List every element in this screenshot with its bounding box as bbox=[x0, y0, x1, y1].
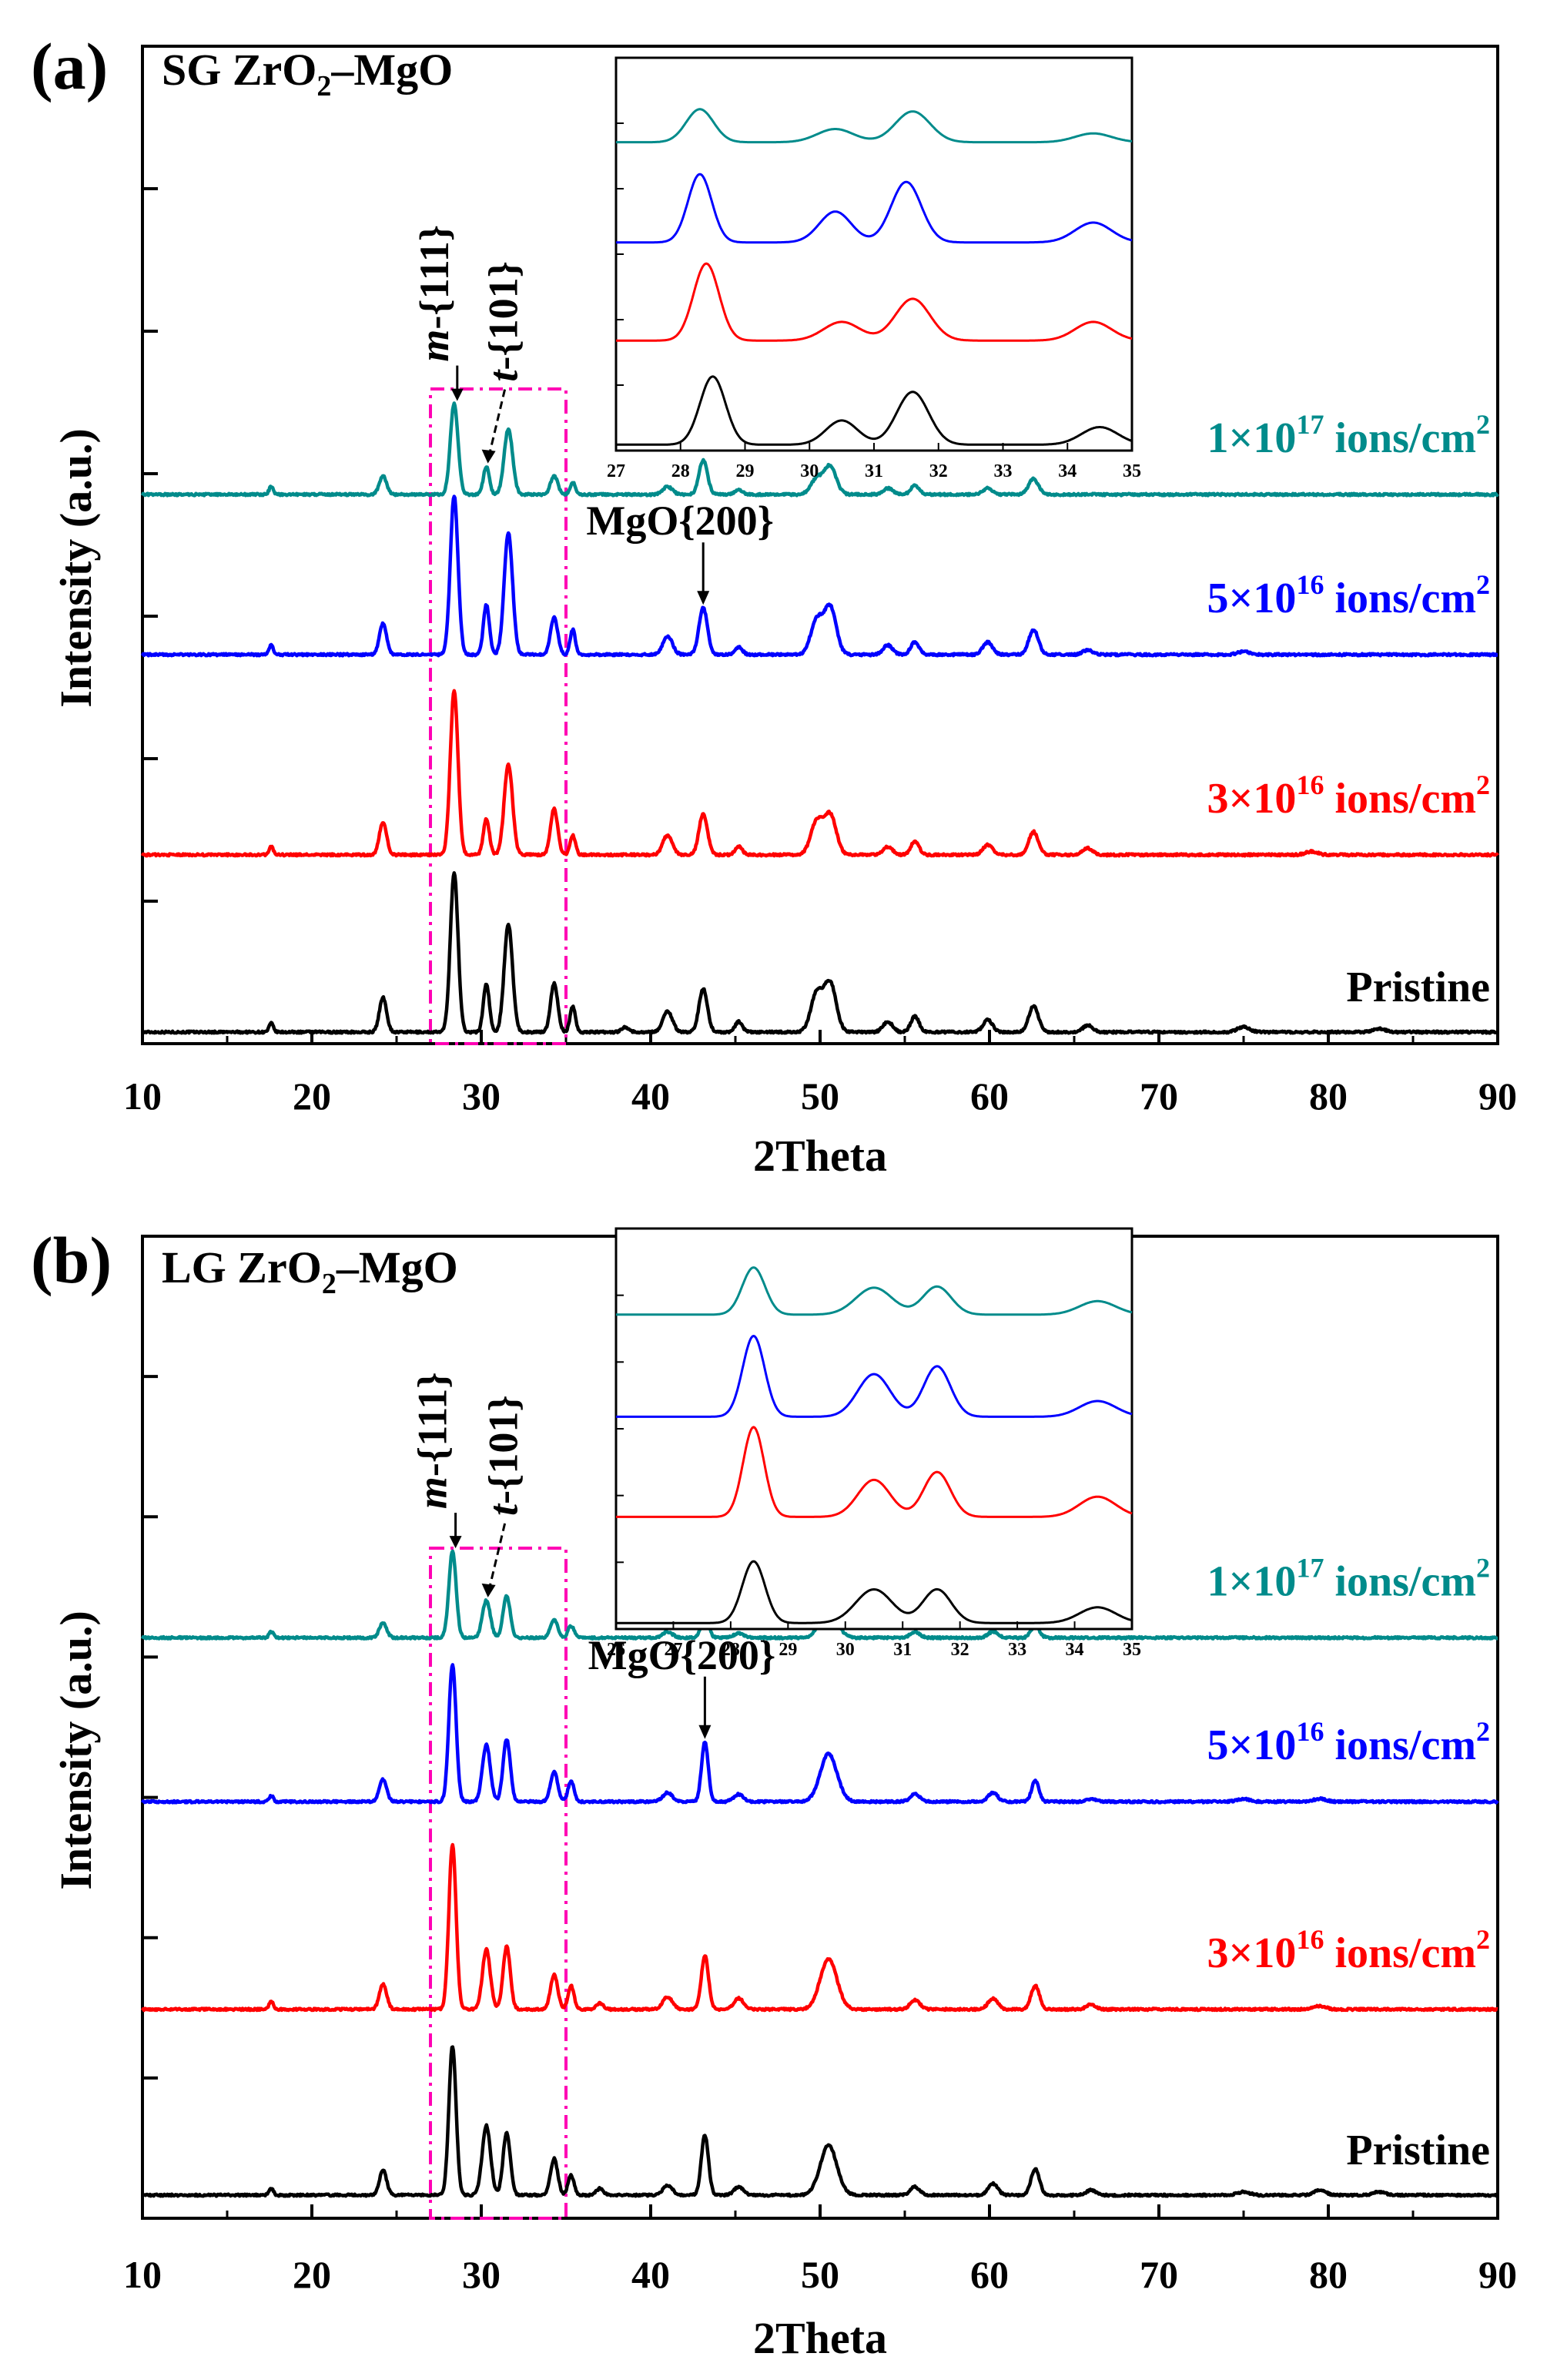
x-tick-label: 70 bbox=[1140, 1074, 1178, 1118]
inset-x-tick-label: 30 bbox=[836, 1640, 855, 1660]
inset-x-tick-label: 28 bbox=[722, 1640, 740, 1660]
annotation-t101: t-{101} bbox=[481, 261, 527, 382]
inset-x-tick-label: 35 bbox=[1123, 461, 1141, 481]
annotation-mgo200: MgO{200} bbox=[588, 1632, 776, 1678]
inset-series-line-2 bbox=[616, 1335, 1133, 1418]
x-tick-label: 70 bbox=[1140, 2253, 1178, 2296]
inset-series-line-3 bbox=[616, 1266, 1133, 1316]
inset-x-tick-label: 28 bbox=[671, 461, 690, 481]
series-label-0: Pristine bbox=[1346, 2127, 1490, 2174]
inset-x-tick-label: 33 bbox=[994, 461, 1013, 481]
inset-x-tick-label: 34 bbox=[1066, 1640, 1084, 1660]
panel-title: SG ZrO2–MgO bbox=[162, 45, 453, 102]
x-tick-label: 80 bbox=[1309, 1074, 1348, 1118]
annotation-m111: m-{111} bbox=[410, 1372, 456, 1509]
annotation-mgo200: MgO{200} bbox=[586, 498, 774, 544]
annotation-m111: m-{111} bbox=[411, 225, 457, 362]
x-axis-label: 2Theta bbox=[753, 2313, 887, 2363]
annotation-arrowhead bbox=[481, 1583, 496, 1597]
annotation-arrowhead bbox=[450, 388, 464, 401]
series-label-3: 1×1017 ions/cm2 bbox=[1207, 1552, 1490, 1605]
annotation-t101: t-{101} bbox=[481, 1395, 527, 1516]
x-tick-label: 10 bbox=[123, 1074, 162, 1118]
x-tick-label: 20 bbox=[293, 1074, 331, 1118]
series-label-3: 1×1017 ions/cm2 bbox=[1207, 409, 1490, 462]
inset-x-tick-label: 34 bbox=[1058, 461, 1077, 481]
inset-x-tick-label: 26 bbox=[607, 1640, 625, 1660]
x-tick-label: 60 bbox=[970, 2253, 1009, 2296]
panel-a: 10 20 30 40 50 60 70 80 90 2Theta Intensity (a.u.)… bbox=[31, 29, 1517, 1181]
panel-b: 10 20 30 40 50 60 70 80 90 2Theta Intensity (a.u.)… bbox=[31, 1223, 1517, 2363]
inset-x-tick-label: 35 bbox=[1123, 1640, 1141, 1660]
series-label-2: 5×1016 ions/cm2 bbox=[1207, 1716, 1490, 1769]
x-tick-label: 20 bbox=[293, 2253, 331, 2296]
panel-label: (b) bbox=[31, 1223, 112, 1297]
annotation-arrow bbox=[488, 389, 507, 454]
panel-label: (a) bbox=[31, 29, 108, 103]
x-tick-label: 40 bbox=[631, 2253, 670, 2296]
series-line-3 bbox=[140, 401, 1499, 498]
annotation-arrowhead bbox=[481, 449, 496, 464]
annotation-arrowhead bbox=[449, 1536, 462, 1549]
series-label-0: Pristine bbox=[1346, 964, 1490, 1011]
series-line-0 bbox=[141, 2045, 1499, 2198]
x-tick-label: 90 bbox=[1478, 2253, 1517, 2296]
inset-series-line-1 bbox=[616, 1426, 1133, 1518]
inset-x-tick-label: 27 bbox=[664, 1640, 682, 1660]
inset-series-line-3 bbox=[616, 108, 1133, 144]
x-tick-label: 80 bbox=[1309, 2253, 1348, 2296]
highlight-box bbox=[429, 387, 568, 1045]
annotation-arrowhead bbox=[698, 1725, 712, 1739]
inset-series-line-0 bbox=[616, 375, 1133, 446]
inset-x-tick-label: 32 bbox=[951, 1640, 969, 1660]
series-line-1 bbox=[140, 1842, 1499, 2013]
x-tick-label: 40 bbox=[631, 1074, 670, 1118]
inset-x-tick-label: 31 bbox=[893, 1640, 912, 1660]
series-line-0 bbox=[140, 871, 1500, 1035]
inset-plot: 27 28 29 30 31 32 33 34 35 bbox=[607, 56, 1141, 481]
y-axis-label: Intensity (a.u.) bbox=[51, 1611, 101, 1890]
series-label-1: 3×1016 ions/cm2 bbox=[1207, 769, 1490, 823]
inset-series-line-0 bbox=[616, 1560, 1133, 1624]
inset-frame bbox=[614, 56, 1133, 452]
annotation-arrow bbox=[488, 1523, 507, 1589]
inset-x-tick-label: 27 bbox=[607, 461, 625, 481]
x-tick-label: 30 bbox=[462, 2253, 501, 2296]
inset-x-tick-label: 29 bbox=[779, 1640, 797, 1660]
x-tick-label: 90 bbox=[1478, 1074, 1517, 1118]
inset-x-tick-label: 33 bbox=[1008, 1640, 1026, 1660]
inset-x-tick-label: 31 bbox=[865, 461, 883, 481]
x-tick-label: 60 bbox=[970, 1074, 1009, 1118]
x-axis-label: 2Theta bbox=[753, 1131, 887, 1181]
x-tick-label: 50 bbox=[801, 1074, 839, 1118]
panel-title: LG ZrO2–MgO bbox=[162, 1242, 458, 1300]
x-tick-label: 30 bbox=[462, 1074, 501, 1118]
inset-x-tick-label: 32 bbox=[929, 461, 948, 481]
inset-x-tick-label: 30 bbox=[800, 461, 819, 481]
inset-series-line-2 bbox=[616, 173, 1133, 244]
series-line-2 bbox=[140, 1663, 1499, 1805]
series-line-2 bbox=[140, 494, 1499, 658]
series-label-1: 3×1016 ions/cm2 bbox=[1207, 1924, 1490, 1977]
x-tick-label: 10 bbox=[123, 2253, 162, 2296]
inset-frame bbox=[614, 1227, 1133, 1631]
series-label-2: 5×1016 ions/cm2 bbox=[1207, 569, 1490, 622]
annotation-arrowhead bbox=[697, 591, 710, 605]
inset-x-tick-label: 29 bbox=[736, 461, 755, 481]
inset-plot: 26 27 28 29 30 31 32 33 34 35 bbox=[607, 1227, 1141, 1660]
inset-series-line-1 bbox=[616, 262, 1133, 342]
x-tick-label: 50 bbox=[801, 2253, 839, 2296]
series-line-1 bbox=[140, 689, 1499, 858]
y-axis-label: Intensity (a.u.) bbox=[51, 428, 101, 708]
